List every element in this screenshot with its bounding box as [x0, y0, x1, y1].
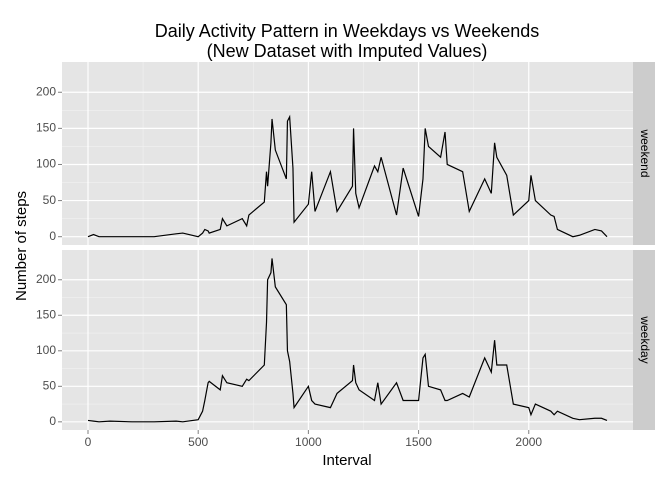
panel-background [62, 250, 633, 430]
strip [633, 250, 655, 430]
y-tick-label: 100 [36, 343, 56, 357]
y-tick-label: 0 [49, 414, 56, 428]
y-tick-label: 150 [36, 121, 56, 135]
strip [633, 62, 655, 245]
x-tick-label: 500 [188, 435, 208, 449]
data-line [87, 114, 608, 238]
x-tick-label: 1000 [295, 435, 322, 449]
y-tick-label: 200 [36, 272, 56, 286]
strip-label: weekend [638, 128, 652, 177]
y-tick-label: 0 [49, 229, 56, 243]
y-axis-label: Number of steps [13, 191, 30, 301]
data-line [87, 258, 608, 423]
x-axis-label: Interval [322, 452, 371, 469]
strip-label: weekday [638, 315, 652, 363]
x-tick-label: 0 [85, 435, 92, 449]
y-tick-label: 200 [36, 84, 56, 98]
y-tick-label: 50 [43, 378, 57, 392]
chart-title: Daily Activity Pattern in Weekdays vs We… [155, 21, 540, 41]
panel-background [62, 62, 633, 245]
x-tick-label: 1500 [405, 435, 432, 449]
y-tick-label: 50 [43, 193, 57, 207]
y-tick-label: 100 [36, 157, 56, 171]
chart-subtitle: (New Dataset with Imputed Values) [207, 41, 488, 61]
y-tick-label: 150 [36, 307, 56, 321]
x-tick-label: 2000 [515, 435, 542, 449]
